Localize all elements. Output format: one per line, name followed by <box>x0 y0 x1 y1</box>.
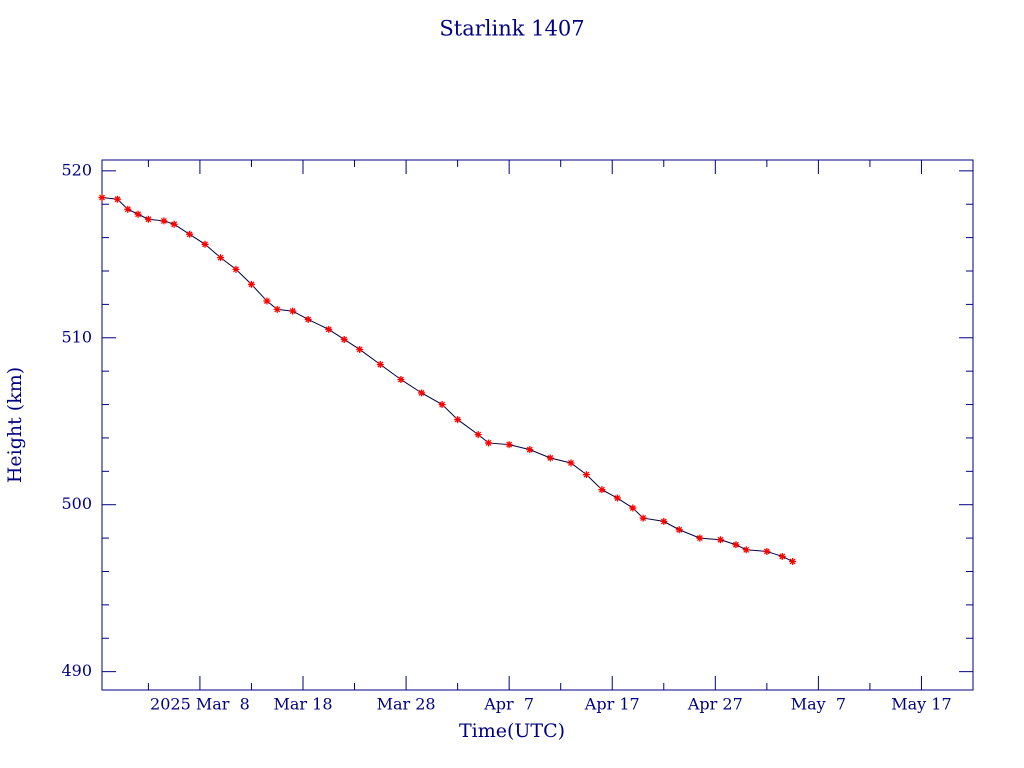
data-point <box>232 265 240 273</box>
data-point <box>454 416 462 424</box>
data-point <box>418 389 426 397</box>
x-tick-label: Mar 18 <box>273 695 332 714</box>
y-tick-label: 520 <box>61 160 92 179</box>
data-point <box>598 486 606 494</box>
y-tick-label: 490 <box>61 661 92 680</box>
data-point <box>675 526 683 534</box>
y-tick-label: 510 <box>61 327 92 346</box>
data-point <box>613 494 621 502</box>
x-tick-label: May 17 <box>891 695 951 714</box>
data-point <box>356 345 364 353</box>
data-point <box>732 541 740 549</box>
x-tick-label: 2025 Mar 8 <box>150 695 250 714</box>
data-point <box>505 441 513 449</box>
data-point <box>170 220 178 228</box>
x-tick-label: Mar 28 <box>377 695 436 714</box>
x-axis-label: Time(UTC) <box>459 720 565 742</box>
data-point <box>124 205 132 213</box>
data-point <box>629 504 637 512</box>
data-point <box>696 534 704 542</box>
data-point <box>325 325 333 333</box>
data-point <box>376 360 384 368</box>
data-point <box>546 454 554 462</box>
data-point <box>582 471 590 479</box>
data-point <box>263 297 271 305</box>
data-point <box>340 335 348 343</box>
data-point <box>526 446 534 454</box>
y-tick-label: 500 <box>61 494 92 513</box>
data-point <box>789 557 797 565</box>
data-point <box>247 280 255 288</box>
data-point <box>304 315 312 323</box>
data-point <box>474 431 482 439</box>
data-point <box>144 215 152 223</box>
x-tick-label: Apr 27 <box>687 695 743 714</box>
y-axis-label: Height (km) <box>4 367 26 483</box>
data-line <box>101 197 793 562</box>
x-tick-label: May 7 <box>791 695 846 714</box>
x-tick-label: Apr 7 <box>483 695 534 714</box>
data-point <box>716 536 724 544</box>
chart-title: Starlink 1407 <box>439 17 584 41</box>
data-point <box>217 254 225 262</box>
data-point <box>763 547 771 555</box>
data-point <box>113 195 121 203</box>
data-point <box>289 307 297 315</box>
data-point <box>201 240 209 248</box>
data-point <box>485 439 493 447</box>
data-point <box>160 217 168 225</box>
data-point <box>567 459 575 467</box>
data-point <box>438 401 446 409</box>
data-point <box>134 210 142 218</box>
data-point <box>742 546 750 554</box>
data-point <box>273 305 281 313</box>
data-point <box>397 376 405 384</box>
data-point <box>639 514 647 522</box>
data-point <box>98 194 106 202</box>
data-point <box>186 230 194 238</box>
data-point <box>660 517 668 525</box>
x-tick-label: Apr 17 <box>584 695 640 714</box>
data-point <box>778 552 786 560</box>
plot-frame <box>101 159 974 691</box>
